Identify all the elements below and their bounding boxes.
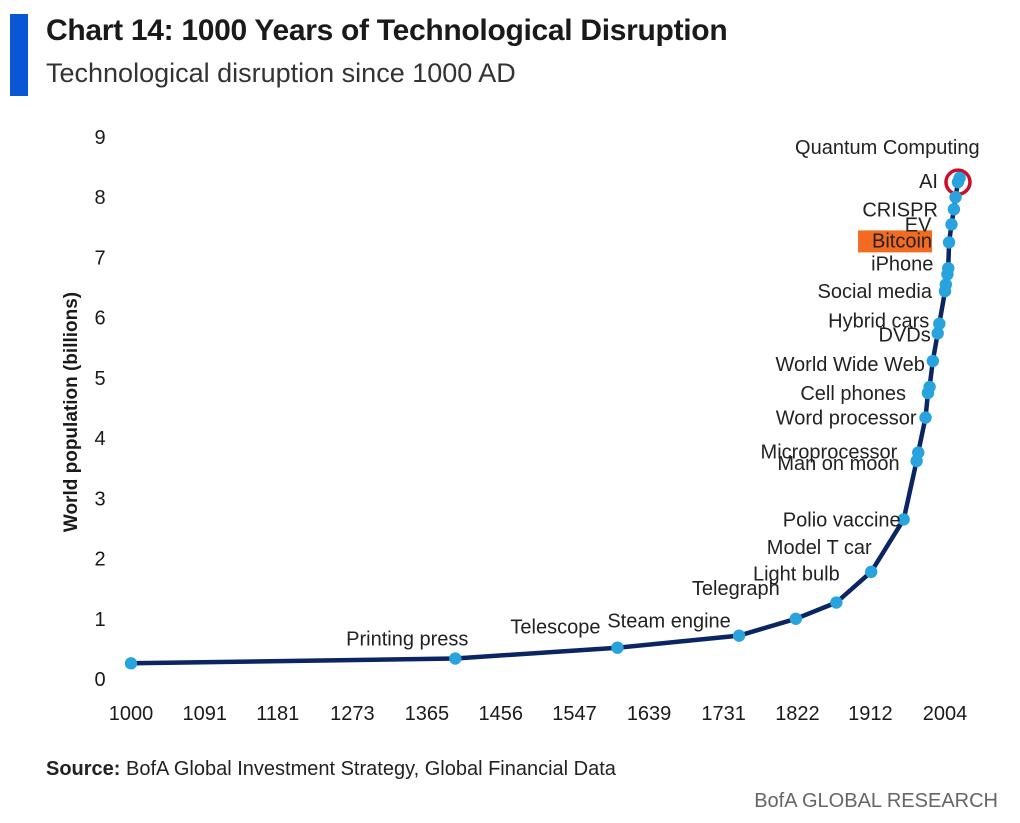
x-tick-label: 1273 [330,703,375,725]
x-tick-label: 1091 [183,703,228,725]
point-label-model-t-car: Model T car [767,537,872,559]
point-label-man-on-moon: Man on moon [777,453,899,475]
x-tick-label: 1181 [256,703,299,725]
data-point [933,317,946,330]
source-note: Source: BofA Global Investment Strategy,… [46,758,616,781]
chart-title: Chart 14: 1000 Years of Technological Di… [46,14,728,47]
point-label-light-bulb: Light bulb [753,564,840,586]
y-tick-label: 1 [94,609,105,631]
data-point [945,218,958,231]
source-text: BofA Global Investment Strategy, Global … [126,758,616,780]
data-point [947,203,961,216]
x-tick-label: 1365 [405,703,450,725]
point-label-microprocessor: Microprocessor [761,442,898,464]
data-point [923,380,936,394]
data-point [953,171,966,185]
point-label-bitcoin: Bitcoin [872,230,932,252]
point-label-telescope: Telescope [510,617,600,639]
y-tick-label: 5 [94,368,105,390]
point-label-printing-press: Printing press [346,629,468,651]
y-tick-label: 4 [94,428,105,450]
y-tick-label: 7 [94,247,105,269]
y-tick-label: 3 [94,488,105,510]
data-point [942,262,955,275]
data-point [865,565,878,579]
x-tick-label: 1000 [109,703,154,725]
x-tick-label: 1822 [775,703,820,725]
data-point [939,278,953,291]
data-point [124,657,138,670]
x-tick-label: 2004 [923,703,968,725]
y-tick-label: 6 [94,308,105,330]
point-label-ev: EV [905,214,932,236]
y-axis-title: World population (billions) [61,291,82,533]
chart-plot: 0 1 2 3 4 5 6 7 8 9 1000 1091 1181 1273 1365 1456 1547 16… [94,127,980,725]
x-tick-label: 1912 [848,703,893,725]
chart-subtitle: Technological disruption since 1000 AD [46,58,516,88]
point-label-word-processor: Word processor [776,408,917,430]
x-tick-label: 1547 [552,703,597,725]
bitcoin-highlight-box [858,230,933,253]
data-point [931,327,944,340]
point-label-quantum-computing: Quantum Computing [795,137,980,159]
data-point [732,629,746,642]
data-point [830,596,843,609]
point-label-dvds: DVDs [878,324,930,346]
point-label-ai: AI [919,171,938,193]
y-tick-label: 2 [94,549,105,571]
data-point [912,446,925,459]
point-label-steam-engine: Steam engine [607,611,730,633]
data-point [611,641,624,654]
point-label-hybrid-cars: Hybrid cars [828,311,929,333]
data-point [926,354,940,368]
accent-bar [10,14,28,96]
data-point [942,236,956,249]
y-tick-label: 8 [94,187,105,209]
data-point [949,191,962,204]
point-label-telegraph: Telegraph [692,578,780,600]
data-point [449,652,462,665]
point-label-cell-phones: Cell phones [800,383,906,405]
data-point [919,411,932,424]
data-point [897,513,910,526]
point-label-social-media: Social media [817,281,932,303]
data-point [789,612,803,625]
point-label-world-wide-web: World Wide Web [776,354,925,376]
brand-label: BofA GLOBAL RESEARCH [754,790,998,812]
x-tick-label: 1456 [478,703,523,725]
y-tick-label: 9 [94,127,105,149]
x-tick-label: 1639 [627,703,672,725]
point-label-crispr: CRISPR [862,199,938,221]
source-label: Source: [46,758,121,780]
point-label-polio-vaccine: Polio vaccine [783,509,901,531]
y-tick-label: 0 [94,669,105,691]
point-label-iphone: iPhone [871,253,933,275]
x-tick-label: 1731 [701,703,746,725]
